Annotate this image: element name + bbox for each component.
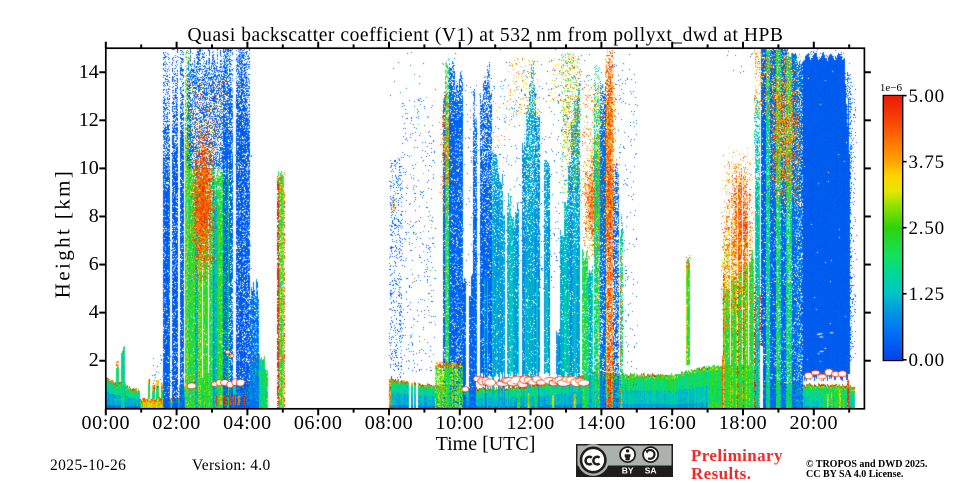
- svg-text:SA: SA: [645, 466, 657, 476]
- svg-text:BY: BY: [622, 466, 634, 476]
